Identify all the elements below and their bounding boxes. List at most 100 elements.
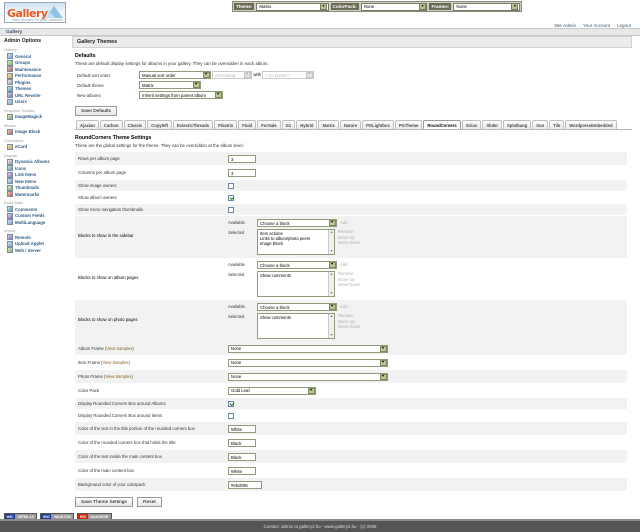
sidebar-item-new-items[interactable]: New Items [7, 178, 67, 184]
block-action-remove[interactable]: Remove [338, 229, 354, 234]
list-item[interactable]: Links to album/photo peers [260, 236, 311, 242]
list-item[interactable]: Image Block [260, 241, 284, 247]
chevron-down-icon[interactable]: ▼ [379, 345, 387, 352]
link-logout[interactable]: Logout [616, 23, 631, 28]
sidebar-item-url-rewrite[interactable]: URL Rewrite [7, 92, 67, 98]
chevron-down-icon[interactable]: ▼ [379, 359, 387, 366]
chevron-down-icon[interactable]: ▼ [328, 304, 336, 310]
colorpack-select[interactable]: None ▼ [360, 2, 428, 11]
sidebar-item-users[interactable]: Users [7, 98, 67, 105]
sidebar-item-dynamic-albums[interactable]: Dynamic Albums [7, 158, 67, 165]
view-samples-link[interactable]: View Samples [102, 360, 129, 365]
block-action-move-up[interactable]: Move Up [338, 276, 355, 282]
scroll-down-icon[interactable]: ▼ [329, 248, 334, 253]
checkbox-2[interactable] [228, 182, 234, 189]
available-block-select[interactable]: Choose a block ▼ [257, 303, 337, 311]
tab-g1[interactable]: G1 [281, 120, 296, 129]
tab-hybrid[interactable]: Hybrid [296, 120, 318, 129]
block-action-move-up[interactable]: Move Up [338, 234, 355, 240]
sidebar-item-thumbnails[interactable]: Thumbnails [7, 184, 67, 191]
select-2[interactable]: None ▼ [228, 372, 388, 381]
tab-tile[interactable]: Tile [549, 120, 565, 129]
checkbox-3[interactable] [228, 194, 234, 201]
save-theme-settings-button[interactable]: Save Theme Settings [75, 497, 133, 507]
sidebar-item-maintenance[interactable]: Maintenance [7, 66, 67, 72]
sidebar-item-link-items[interactable]: Link Items [7, 171, 67, 178]
chevron-down-icon[interactable]: ▼ [320, 3, 328, 10]
chevron-down-icon[interactable]: ▼ [202, 72, 210, 78]
sidebar-item-remote[interactable]: Remote [7, 234, 67, 240]
scroll-up-icon[interactable]: ▲ [329, 230, 334, 234]
checkbox-5[interactable] [228, 412, 234, 419]
tab-slider[interactable]: Slider [482, 120, 502, 129]
selected-blocks-list[interactable]: Show comments ▲ ▼ [257, 271, 335, 297]
text-input-10[interactable]: #ebd095 [228, 480, 262, 489]
tab-copyleft[interactable]: Copyleft [147, 120, 172, 129]
block-action-remove[interactable]: Remove [338, 313, 354, 318]
text-input-7[interactable]: Black [228, 438, 256, 447]
list-item[interactable]: Show comments [260, 273, 291, 278]
select-0[interactable]: None ▼ [228, 344, 388, 353]
block-action-move-down[interactable]: Move Down [338, 240, 361, 245]
add-block-button[interactable]: Add [340, 220, 348, 225]
reset-button[interactable]: Reset [137, 497, 162, 507]
tab-splatbang[interactable]: Splatbang [502, 120, 532, 129]
scrollbar[interactable]: ▲ ▼ [328, 272, 334, 296]
sidebar-item-image-block[interactable]: Image Block [7, 128, 67, 135]
view-samples-link[interactable]: View Samples [105, 374, 132, 379]
default-sort-order-select[interactable]: Manual sort order ▼ [139, 71, 211, 79]
text-input-9[interactable]: White [228, 466, 256, 475]
sidebar-item-themes[interactable]: Themes [7, 85, 67, 92]
chevron-down-icon[interactable]: ▼ [418, 3, 426, 10]
text-input-1[interactable]: 3 [228, 168, 256, 177]
tab-roundcorners[interactable]: RoundCorners [423, 120, 461, 129]
scrollbar[interactable]: ▲ ▼ [328, 230, 334, 254]
sidebar-item-general[interactable]: General [7, 53, 67, 59]
available-block-select[interactable]: Choose a block ▼ [257, 219, 337, 227]
link-site-admin[interactable]: Site Admin [554, 23, 577, 28]
sidebar-item-upload-applet[interactable]: Upload Applet [7, 240, 67, 247]
chevron-down-icon[interactable]: ▼ [328, 220, 336, 226]
save-defaults-button[interactable]: Save Defaults [75, 106, 117, 116]
default-theme-select[interactable]: Matrix ▼ [139, 81, 201, 89]
add-block-button[interactable]: Add [340, 262, 348, 267]
tab-carbon[interactable]: Carbon [99, 120, 123, 129]
tab-nature[interactable]: Nature [339, 120, 362, 129]
tab-fluid[interactable]: Fluid [238, 120, 257, 129]
text-input-6[interactable]: White [228, 424, 256, 433]
tab-sirius[interactable]: Sirius [461, 120, 482, 129]
view-samples-link[interactable]: View Samples [106, 346, 133, 351]
chevron-down-icon[interactable]: ▼ [511, 3, 519, 10]
new-albums-select[interactable]: Inherit settings from parent album ▼ [139, 91, 223, 99]
sidebar-item-plugins[interactable]: Plugins [7, 79, 67, 85]
gallery-logo[interactable]: Gallery Your photos on your website [4, 2, 66, 23]
chevron-down-icon[interactable]: ▼ [305, 72, 313, 78]
scroll-down-icon[interactable]: ▼ [329, 290, 334, 295]
add-block-button[interactable]: Add [340, 304, 348, 309]
sidebar-item-icons[interactable]: Icons [7, 165, 67, 171]
chevron-down-icon[interactable]: ▼ [214, 92, 222, 98]
list-item[interactable]: Item actions [260, 231, 283, 236]
checkbox-4[interactable] [228, 206, 234, 213]
scroll-up-icon[interactable]: ▲ [329, 314, 334, 318]
block-action-remove[interactable]: Remove [338, 271, 354, 276]
tab-eclecticthreads[interactable]: EclecticThreads [172, 120, 214, 129]
chevron-down-icon[interactable]: ▼ [307, 387, 315, 394]
tab-pgtheme[interactable]: PGTheme [394, 120, 423, 129]
select-1[interactable]: None ▼ [228, 358, 388, 367]
theme-select[interactable]: Matrix ▼ [256, 2, 329, 11]
sort-direction-select[interactable]: Ascending ▼ [212, 71, 253, 79]
sidebar-item-web-server[interactable]: Web / Server [7, 247, 67, 253]
sidebar-item-ecard[interactable]: eCard [7, 143, 67, 150]
tab-floatrix[interactable]: Floatrix [214, 120, 238, 129]
tab-forsale[interactable]: ForSale [257, 120, 281, 129]
sidebar-item-multilanguage[interactable]: MultiLanguage [7, 219, 67, 225]
scrollbar[interactable]: ▲ ▼ [328, 314, 334, 338]
list-item[interactable]: Show comments [260, 315, 291, 320]
block-action-move-down[interactable]: Move Down [338, 282, 361, 287]
chevron-down-icon[interactable]: ▼ [328, 262, 336, 268]
sidebar-item-comments[interactable]: Comments [7, 206, 67, 212]
chevron-down-icon[interactable]: ▼ [379, 373, 387, 380]
link-your-account[interactable]: Your Account [583, 23, 610, 28]
tab-sun[interactable]: Sun [532, 120, 549, 129]
